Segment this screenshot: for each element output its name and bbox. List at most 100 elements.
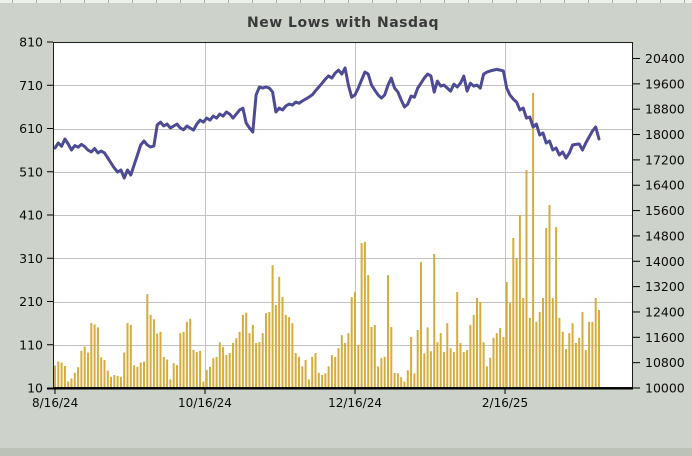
new-lows-bar xyxy=(525,170,528,388)
new-lows-bar xyxy=(555,227,558,388)
ruler-tick xyxy=(324,0,325,3)
new-lows-bar xyxy=(452,352,455,388)
new-lows-bar xyxy=(199,350,202,388)
ruler-tick xyxy=(204,0,205,3)
new-lows-bar xyxy=(268,311,271,388)
ruler-tick xyxy=(300,0,301,3)
new-lows-bar xyxy=(581,311,584,388)
new-lows-bar xyxy=(360,243,363,388)
new-lows-bar xyxy=(192,349,195,388)
x-tick-label: 8/16/24 xyxy=(32,396,78,410)
ruler-tick xyxy=(108,0,109,3)
new-lows-bar xyxy=(436,342,439,388)
y-left-tick-label: 110 xyxy=(19,337,43,352)
ruler-tick xyxy=(156,0,157,3)
new-lows-bar xyxy=(54,365,56,388)
ruler-tick xyxy=(348,0,349,3)
x-tick-label: 10/16/24 xyxy=(178,396,232,410)
new-lows-bar xyxy=(281,297,284,388)
new-lows-bar xyxy=(301,366,304,388)
nasdaq-line xyxy=(53,66,601,180)
new-lows-bar xyxy=(472,314,475,388)
new-lows-bar xyxy=(499,327,502,388)
new-lows-bar xyxy=(551,298,554,388)
new-lows-bar xyxy=(423,353,426,388)
new-lows-bar xyxy=(400,377,403,388)
new-lows-bar xyxy=(334,356,337,388)
new-lows-bar xyxy=(403,381,406,388)
new-lows-bar xyxy=(159,331,162,388)
new-lows-bar xyxy=(248,333,251,388)
new-lows-bar xyxy=(83,346,86,388)
y-right-tick-label: 18800 xyxy=(645,102,685,117)
ruler-tick xyxy=(564,0,565,3)
new-lows-bar xyxy=(574,343,577,388)
new-lows-bar xyxy=(205,369,208,388)
new-lows-bar xyxy=(565,349,567,388)
ruler-tick xyxy=(228,0,229,3)
y-left-tick-label: 210 xyxy=(19,294,43,309)
new-lows-bar xyxy=(176,365,178,388)
y-right-tick-label: 19600 xyxy=(645,76,685,91)
x-tick-label: 2/16/25 xyxy=(482,396,528,410)
new-lows-bar xyxy=(321,375,324,388)
new-lows-bar xyxy=(327,366,330,388)
y-right-tick-label: 11600 xyxy=(645,330,685,345)
new-lows-bar xyxy=(261,333,264,388)
new-lows-bar xyxy=(387,275,389,388)
new-lows-bar xyxy=(370,327,373,388)
new-lows-bar xyxy=(509,303,511,388)
new-lows-bar xyxy=(294,353,297,388)
ruler-tick xyxy=(396,0,397,3)
new-lows-bar xyxy=(129,324,132,388)
new-lows-bar xyxy=(284,314,287,388)
new-lows-bar xyxy=(255,343,258,388)
new-lows-bar xyxy=(578,337,581,388)
new-lows-bar xyxy=(162,356,165,388)
new-lows-bar xyxy=(67,381,70,388)
y-left-tick-label: 10 xyxy=(27,381,43,396)
new-lows-bar xyxy=(113,375,116,388)
y-left-tick-label: 810 xyxy=(19,35,43,50)
new-lows-bar xyxy=(90,323,93,388)
ruler-tick xyxy=(684,0,685,3)
new-lows-bar xyxy=(298,356,300,388)
new-lows-bar xyxy=(136,366,139,388)
y-left-tick-label: 510 xyxy=(19,164,43,179)
new-lows-bar xyxy=(545,228,548,388)
new-lows-bars xyxy=(54,93,600,389)
new-lows-bar xyxy=(469,324,472,388)
new-lows-bar xyxy=(383,356,386,388)
new-lows-bar xyxy=(363,241,366,388)
new-lows-bar xyxy=(489,357,492,388)
new-lows-bar xyxy=(317,372,320,388)
new-lows-bar xyxy=(100,357,103,388)
new-lows-bar xyxy=(212,358,215,388)
ruler-tick xyxy=(60,0,61,3)
new-lows-bar xyxy=(495,333,498,388)
new-lows-bar xyxy=(291,323,294,388)
new-lows-bar xyxy=(103,359,106,388)
window-edge-ruler xyxy=(0,0,692,3)
new-lows-bar xyxy=(73,372,76,388)
new-lows-bar xyxy=(515,258,518,389)
new-lows-bar xyxy=(70,378,73,388)
new-lows-bar xyxy=(265,313,267,388)
ruler-tick xyxy=(444,0,445,3)
new-lows-bar xyxy=(133,365,136,388)
new-lows-bar xyxy=(110,376,112,388)
new-lows-bar xyxy=(116,375,119,388)
x-tick-label: 12/16/24 xyxy=(328,396,382,410)
new-lows-bar xyxy=(304,359,307,388)
new-lows-bar xyxy=(584,349,587,388)
window-bottom-edge xyxy=(0,448,692,456)
new-lows-bar xyxy=(238,331,241,388)
right-axis: 20400 19600 18800 18000 17200 16400 15600 14800… xyxy=(633,51,685,396)
new-lows-bar xyxy=(106,370,109,388)
new-lows-bar xyxy=(314,353,317,388)
new-lows-bar xyxy=(232,343,234,388)
new-lows-bar xyxy=(410,337,413,388)
ruler-tick xyxy=(540,0,541,3)
new-lows-bar xyxy=(426,327,429,388)
